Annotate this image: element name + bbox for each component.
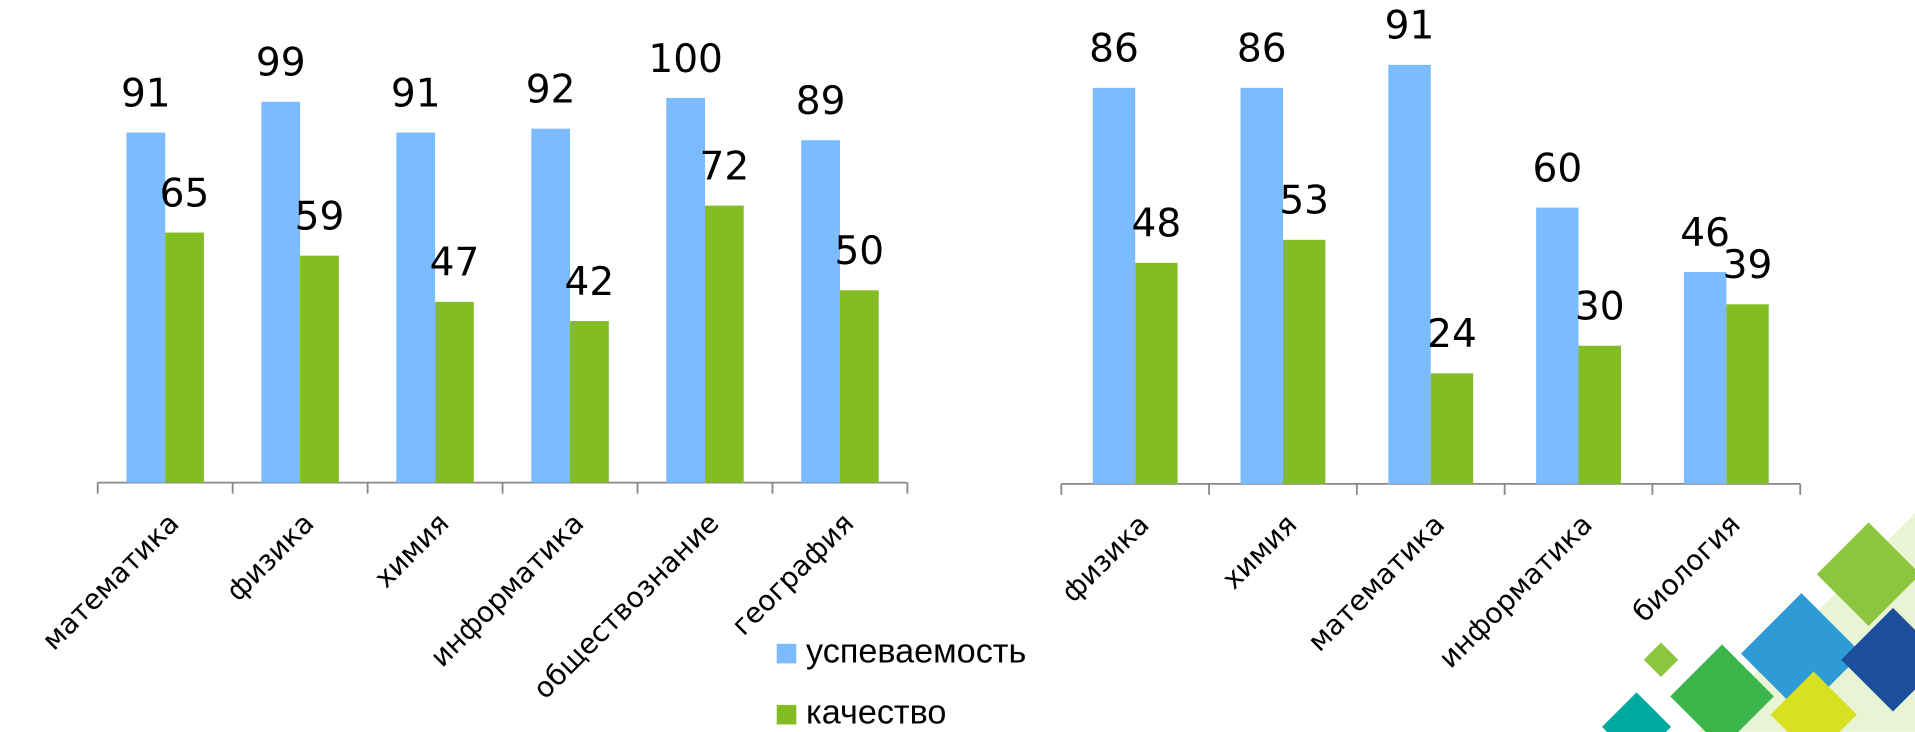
x-tick-label: химия — [368, 507, 456, 595]
value-label: 100 — [648, 37, 723, 82]
bar — [1536, 207, 1579, 484]
bar — [1683, 272, 1727, 484]
bar — [1240, 87, 1283, 484]
value-label: 86 — [1237, 27, 1287, 72]
bar — [1135, 262, 1178, 484]
bar — [1282, 239, 1326, 484]
bar — [300, 255, 339, 483]
value-label: 24 — [1427, 312, 1477, 357]
value-label: 91 — [391, 71, 441, 116]
x-tick-label: химия — [1216, 508, 1304, 596]
bar — [801, 140, 840, 483]
bar — [531, 128, 571, 483]
legend-swatch — [776, 704, 797, 725]
bar — [704, 205, 744, 483]
bar — [1430, 373, 1474, 484]
bar — [570, 321, 609, 483]
value-label: 91 — [121, 71, 171, 116]
x-tick-label: физика — [1055, 508, 1156, 609]
value-label: 72 — [699, 145, 749, 190]
bar — [666, 97, 705, 483]
x-tick-label: география — [725, 507, 860, 642]
x-tick-label: информатика — [1432, 508, 1599, 675]
value-label: 42 — [565, 260, 615, 305]
legend-label: качество — [806, 694, 946, 732]
value-label: 91 — [1385, 4, 1435, 49]
corner-decoration — [1601, 513, 1915, 732]
bar — [1092, 87, 1136, 484]
value-label: 89 — [796, 79, 846, 124]
x-tick-label: математика — [1301, 508, 1451, 658]
value-label: 50 — [834, 229, 884, 274]
bar — [1388, 64, 1431, 484]
value-label: 53 — [1279, 179, 1329, 224]
x-tick-label: физика — [220, 507, 321, 608]
value-label: 92 — [526, 68, 576, 113]
value-label: 39 — [1723, 243, 1773, 288]
value-label: 30 — [1575, 285, 1625, 330]
bar — [435, 301, 474, 483]
value-label: 60 — [1532, 146, 1582, 191]
bar — [1726, 304, 1769, 484]
value-label: 99 — [256, 41, 306, 86]
x-tick-label: математика — [36, 507, 186, 657]
value-label: 47 — [430, 241, 480, 286]
legend-label: успеваемость — [806, 633, 1026, 671]
value-label: 46 — [1680, 211, 1730, 256]
bar — [1578, 345, 1621, 484]
bar — [396, 132, 436, 483]
value-label: 86 — [1089, 27, 1139, 72]
value-label: 48 — [1132, 202, 1182, 247]
value-label: 65 — [160, 171, 210, 216]
value-label: 59 — [295, 195, 345, 240]
x-tick-label: биология — [1626, 508, 1747, 629]
bar — [126, 132, 166, 483]
legend-swatch — [776, 643, 797, 664]
bar — [839, 290, 879, 483]
bar — [261, 101, 301, 483]
bar — [165, 232, 204, 483]
